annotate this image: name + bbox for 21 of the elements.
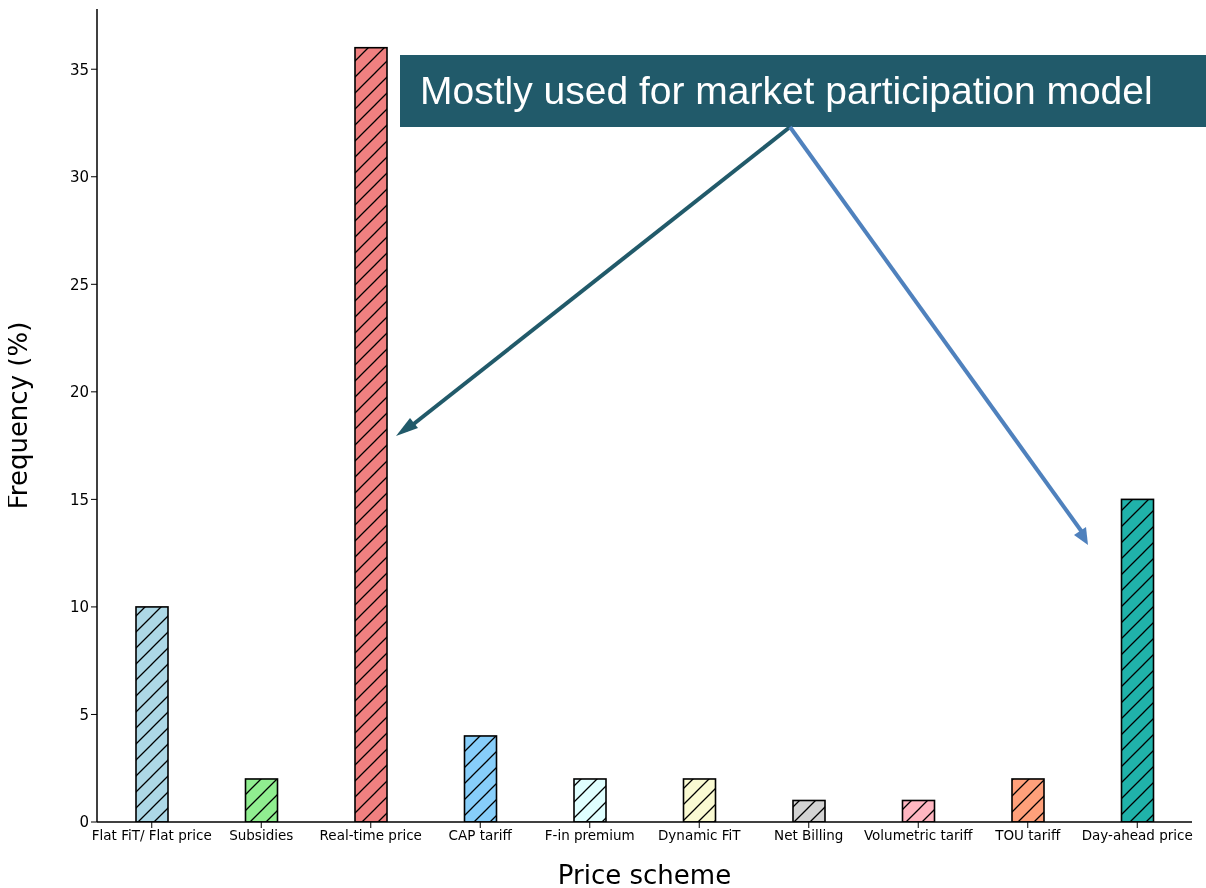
y-tick-label: 25 xyxy=(69,275,89,294)
y-tick-label: 5 xyxy=(79,705,89,724)
x-tick-label: Flat FiT/ Flat price xyxy=(91,826,212,843)
x-tick-label: Volumetric tariff xyxy=(863,826,974,843)
y-tick-label: 35 xyxy=(69,60,89,79)
y-tick-label: 15 xyxy=(69,490,89,509)
x-tick-label: Day-ahead price xyxy=(1081,826,1193,843)
y-tick-label: 30 xyxy=(69,168,89,187)
x-tick-label: F-in premium xyxy=(544,826,635,843)
y-tick-label: 0 xyxy=(79,813,89,832)
annotation: Mostly used for market participation model xyxy=(400,55,1206,127)
x-tick-label: CAP tariff xyxy=(448,826,513,843)
x-tick-label: Subsidies xyxy=(229,826,294,843)
y-tick-label: 10 xyxy=(69,598,89,617)
x-axis-title: Price scheme xyxy=(557,860,732,888)
x-tick-label: TOU tariff xyxy=(994,826,1062,843)
x-tick-label: Real-time price xyxy=(319,826,422,843)
y-tick-label: 20 xyxy=(69,383,89,402)
x-tick-label: Dynamic FiT xyxy=(657,826,742,843)
y-axis-title: Frequency (%) xyxy=(3,321,34,510)
x-tick-label: Net Billing xyxy=(774,826,844,843)
